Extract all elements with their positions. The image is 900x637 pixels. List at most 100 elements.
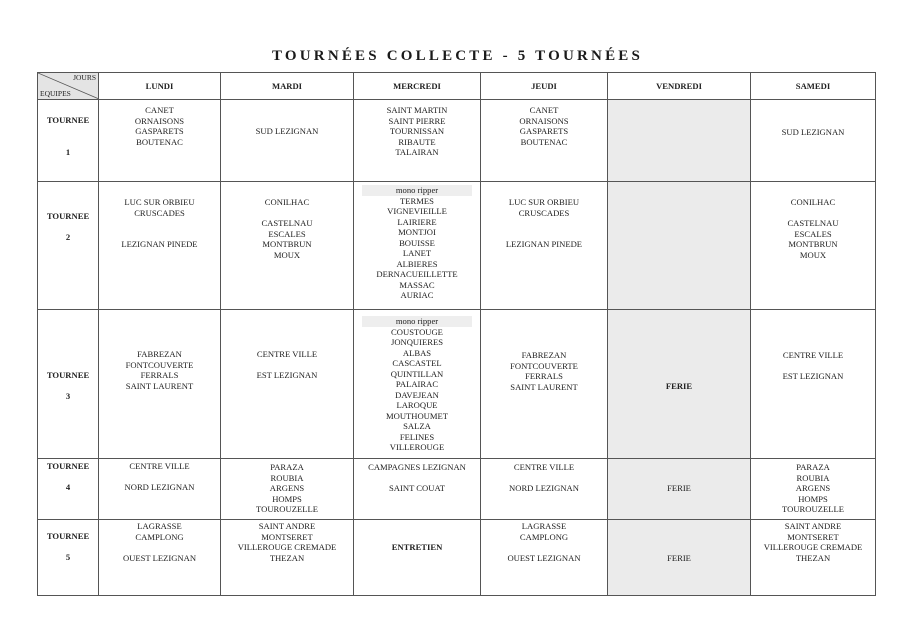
commune: PARAZA: [796, 462, 830, 472]
commune: CASCASTEL: [392, 358, 442, 368]
spacer: [39, 381, 98, 392]
commune: 5: [65, 552, 71, 562]
commune: EST LEZIGNAN: [782, 371, 844, 381]
spacer: [39, 136, 98, 147]
commune: THEZAN: [795, 552, 831, 563]
commune: ALBAS: [402, 347, 432, 358]
cell-lundi: LAGRASSE CAMPLONG OUEST LEZIGNAN: [98, 519, 221, 596]
day-header-jeudi: JEUDI: [480, 72, 608, 100]
commune: TOURNEE: [46, 531, 90, 541]
commune: MONTJOI: [398, 227, 436, 237]
commune: DERNACUEILLETTE: [376, 269, 458, 279]
commune: CENTRE VILLE: [782, 350, 844, 360]
tournee-row-1: TOURNEE 1 CANET ORNAISONS GASPARETS BOUTENAC S…: [37, 99, 876, 182]
cell-jeudi: CENTRE VILLE NORD LEZIGNAN: [480, 458, 608, 520]
commune: OUEST LEZIGNAN: [122, 552, 197, 563]
spacer: [39, 222, 98, 233]
commune: COUSTOUGE: [391, 326, 443, 337]
commune: LEZIGNAN PINEDE: [505, 239, 583, 249]
commune: RIBAUTE: [398, 136, 436, 147]
commune: GASPARETS: [135, 126, 184, 136]
spacer: [222, 360, 353, 371]
spacer: [752, 361, 875, 372]
commune: MONTSERET: [787, 531, 839, 542]
commune: FERIE: [665, 381, 693, 391]
commune: EST LEZIGNAN: [256, 370, 318, 380]
spacer: [100, 472, 220, 483]
commune: MOUX: [799, 249, 827, 260]
commune: SAINT PIERRE: [388, 115, 446, 126]
commune: TOURNEE: [46, 211, 90, 221]
commune: AURIAC: [400, 290, 434, 300]
commune: LANET: [402, 248, 432, 258]
tournee-row-3: TOURNEE 3 FABREZAN FONTCOUVERTE FERRALS SAINT…: [37, 309, 876, 459]
diagonal-line: [38, 73, 98, 99]
commune: BOUTENAC: [136, 136, 183, 147]
commune: FERRALS: [140, 370, 179, 380]
equipes-label: EQUIPES: [40, 88, 71, 98]
spacer: [752, 208, 875, 219]
commune: ALBIERES: [396, 258, 438, 269]
spacer: [39, 126, 98, 137]
day-header-lundi: LUNDI: [98, 72, 221, 100]
tournee-label: TOURNEE 2: [37, 181, 99, 310]
cell-mardi: SAINT ANDRE MONTSERET VILLEROUGE CREMADE TH…: [220, 519, 354, 596]
commune: SAINT LAURENT: [125, 380, 194, 391]
commune: CRUSCADES: [518, 207, 570, 218]
commune: CAMPLONG: [135, 531, 184, 542]
cell-samedi: CENTRE VILLE EST LEZIGNAN: [750, 309, 876, 459]
cell-vendredi: FERIE: [607, 519, 751, 596]
commune: LAGRASSE: [521, 521, 567, 531]
cell-jeudi: LUC SUR ORBIEU CRUSCADES LEZIGNAN PINEDE: [480, 181, 608, 310]
commune: CENTRE VILLE: [513, 462, 575, 472]
tournee-label: TOURNEE 4: [37, 458, 99, 520]
commune: ESCALES: [268, 228, 306, 239]
cell-jeudi: FABREZAN FONTCOUVERTE FERRALS SAINT LAURENT: [480, 309, 608, 459]
commune: MOUTHOUMET: [385, 410, 449, 421]
commune: ROUBIA: [796, 472, 830, 483]
commune: ARGENS: [269, 483, 305, 493]
cell-vendredi: [607, 99, 751, 182]
commune: MOUX: [273, 249, 301, 260]
tournee-label: TOURNEE 1: [37, 99, 99, 182]
commune: VILLEROUGE: [389, 442, 445, 452]
cell-mercredi: ENTRETIEN: [353, 519, 481, 596]
cell-samedi: CONILHAC CASTELNAU ESCALES MONTBRUN MOUX: [750, 181, 876, 310]
commune: LUC SUR ORBIEU: [508, 197, 580, 207]
cell-jeudi: LAGRASSE CAMPLONG OUEST LEZIGNAN: [480, 519, 608, 596]
commune: CASTELNAU: [261, 218, 313, 228]
cell-samedi: PARAZA ROUBIA ARGENS HOMPS TOUROUZELLE: [750, 458, 876, 520]
commune: VILLEROUGE CREMADE: [237, 542, 337, 552]
corner-cell: JOURS EQUIPES: [37, 72, 99, 100]
tournee-row-5: TOURNEE 5 LAGRASSE CAMPLONG OUEST LEZIGNAN SA…: [37, 519, 876, 596]
commune: MONTBRUN: [262, 239, 312, 249]
commune: ROUBIA: [270, 472, 304, 483]
cell-vendredi: [607, 181, 751, 310]
spacer: [482, 542, 607, 553]
cell-samedi: SAINT ANDRE MONTSERET VILLEROUGE CREMADE TH…: [750, 519, 876, 596]
commune: TOURNISSAN: [389, 126, 445, 136]
commune: HOMPS: [272, 493, 302, 504]
note-line: mono ripper: [355, 185, 480, 196]
commune: CENTRE VILLE: [256, 349, 318, 359]
tournee-label: TOURNEE 3: [37, 309, 99, 459]
commune: SUD LEZIGNAN: [255, 126, 319, 136]
tournee-label: TOURNEE 5: [37, 519, 99, 596]
jours-label: JOURS: [73, 73, 96, 83]
commune: QUINTILLAN: [390, 368, 444, 379]
commune: CONILHAC: [790, 197, 836, 207]
spacer: [355, 473, 480, 484]
tournee-row-4: TOURNEE 4 CENTRE VILLE NORD LEZIGNAN PARAZA R…: [37, 458, 876, 520]
commune: CAMPLONG: [519, 531, 569, 542]
commune: FONTCOUVERTE: [125, 359, 194, 370]
cell-mardi: CENTRE VILLE EST LEZIGNAN: [220, 309, 354, 459]
commune: FERRALS: [525, 371, 563, 381]
commune: CENTRE VILLE: [129, 461, 190, 471]
commune: VILLEROUGE CREMADE: [763, 542, 863, 552]
commune: MASSAC: [399, 279, 435, 290]
schedule-table: JOURS EQUIPES LUNDI MARDI MERCREDI JEUDI VEN…: [37, 72, 876, 596]
commune: BOUISSE: [399, 237, 435, 248]
cell-lundi: FABREZAN FONTCOUVERTE FERRALS SAINT LAURENT: [98, 309, 221, 459]
page-title: TOURNÉES COLLECTE - 5 TOURNÉES: [271, 48, 644, 64]
commune: VIGNEVIEILLE: [387, 206, 447, 216]
